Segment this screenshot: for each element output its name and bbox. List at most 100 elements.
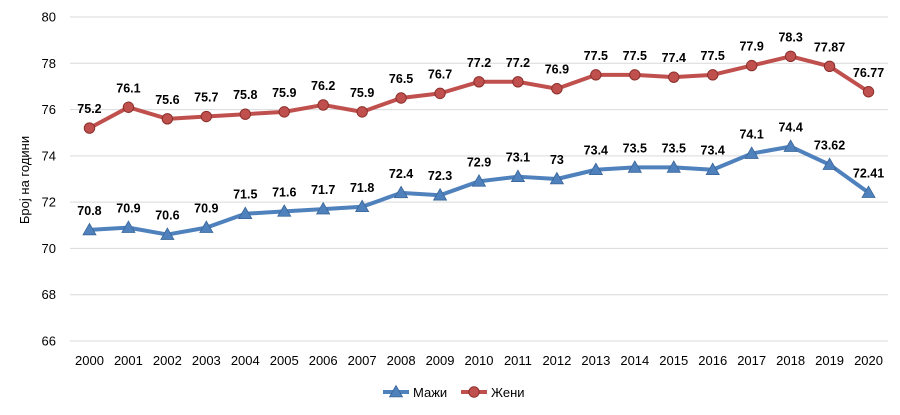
data-label-male: 70.8 bbox=[77, 204, 101, 218]
data-label-male: 72.4 bbox=[389, 167, 413, 181]
point-female bbox=[512, 76, 524, 88]
point-female bbox=[590, 69, 602, 81]
data-label-female: 76.7 bbox=[428, 67, 452, 81]
point-female bbox=[356, 106, 368, 118]
data-label-male: 70.9 bbox=[194, 202, 218, 216]
y-tick-label: 78 bbox=[42, 56, 56, 71]
data-label-female: 75.9 bbox=[272, 86, 296, 100]
data-label-male: 73.4 bbox=[701, 144, 725, 158]
data-label-female: 75.7 bbox=[194, 91, 218, 105]
x-tick-label: 2019 bbox=[815, 353, 844, 368]
point-male bbox=[588, 162, 604, 176]
y-tick-label: 68 bbox=[42, 287, 56, 302]
data-label-male: 74.1 bbox=[739, 128, 763, 142]
point-female bbox=[83, 122, 96, 134]
point-female bbox=[668, 71, 680, 83]
point-male bbox=[744, 146, 759, 159]
x-tick-label: 2002 bbox=[153, 353, 182, 368]
x-tick-label: 2011 bbox=[504, 353, 532, 368]
data-label-male: 73.62 bbox=[814, 139, 845, 153]
point-female bbox=[161, 113, 174, 125]
y-tick-label: 76 bbox=[42, 102, 56, 117]
point-female bbox=[278, 106, 290, 118]
x-tick-label: 2016 bbox=[698, 353, 727, 368]
data-label-male: 70.9 bbox=[116, 202, 140, 216]
x-tick-label: 2001 bbox=[114, 353, 143, 368]
legend-label-male: Мажи bbox=[413, 385, 447, 400]
data-label-female: 77.9 bbox=[739, 40, 763, 54]
x-tick-label: 2012 bbox=[542, 353, 571, 368]
x-tick-label: 2008 bbox=[387, 353, 416, 368]
point-male bbox=[432, 187, 448, 201]
data-label-male: 70.6 bbox=[155, 209, 179, 223]
data-label-female: 77.2 bbox=[506, 56, 530, 70]
data-label-female: 77.5 bbox=[584, 49, 608, 63]
x-tick-label: 2018 bbox=[776, 353, 805, 368]
data-label-female: 75.2 bbox=[77, 102, 101, 116]
x-tick-label: 2014 bbox=[620, 353, 649, 368]
data-label-female: 75.6 bbox=[155, 93, 179, 107]
y-tick-label: 70 bbox=[42, 241, 56, 256]
data-label-female: 77.5 bbox=[701, 49, 725, 63]
point-female bbox=[395, 92, 407, 104]
data-label-male: 74.4 bbox=[778, 121, 802, 135]
point-male bbox=[160, 227, 175, 240]
data-label-male: 73.1 bbox=[506, 151, 530, 165]
data-labels: 70.8 70.9 70.6 70.9 71.5 71.6 71.7 71.8 72.4 72.3… bbox=[77, 30, 884, 222]
y-tick-label: 74 bbox=[42, 148, 56, 163]
point-female bbox=[551, 83, 563, 95]
point-male bbox=[238, 206, 253, 219]
point-female bbox=[784, 50, 797, 63]
x-tick-label: 2003 bbox=[192, 353, 221, 368]
data-label-female: 76.5 bbox=[389, 72, 413, 86]
x-tick-label: 2005 bbox=[270, 353, 299, 368]
data-label-male: 72.41 bbox=[853, 167, 884, 181]
data-label-female: 77.4 bbox=[662, 51, 686, 65]
point-male bbox=[549, 171, 565, 185]
gridlines bbox=[70, 16, 888, 342]
point-male bbox=[510, 169, 526, 182]
data-label-male: 71.6 bbox=[272, 185, 296, 199]
legend-label-female: Жени bbox=[491, 385, 525, 400]
y-tick-label: 80 bbox=[42, 10, 56, 25]
data-label-male: 71.7 bbox=[311, 183, 335, 197]
x-axis-ticks: 2000 2001 2002 2003 2004 2005 2006 2007 2008 2009… bbox=[75, 353, 883, 368]
data-label-male: 71.5 bbox=[233, 188, 257, 202]
x-tick-label: 2010 bbox=[465, 353, 494, 368]
data-label-male: 71.8 bbox=[350, 181, 374, 195]
legend: Мажи Жени bbox=[383, 384, 525, 400]
point-female bbox=[629, 69, 641, 81]
point-male bbox=[705, 162, 720, 176]
point-male bbox=[666, 160, 681, 173]
x-tick-label: 2020 bbox=[854, 353, 883, 368]
point-male bbox=[393, 185, 409, 199]
point-female bbox=[745, 59, 758, 72]
legend-marker-male bbox=[388, 384, 404, 398]
point-male bbox=[121, 220, 136, 233]
point-female bbox=[473, 76, 485, 88]
data-label-female: 76.77 bbox=[853, 66, 884, 80]
data-label-female: 75.9 bbox=[350, 86, 374, 100]
y-tick-label: 72 bbox=[42, 195, 56, 210]
point-female bbox=[434, 87, 446, 100]
point-male bbox=[783, 139, 798, 152]
data-label-female: 75.8 bbox=[233, 88, 257, 102]
y-tick-label: 66 bbox=[42, 334, 56, 349]
point-male bbox=[316, 201, 331, 215]
legend-marker-female bbox=[468, 386, 480, 398]
data-label-male: 73.5 bbox=[662, 141, 686, 155]
point-male bbox=[471, 174, 487, 187]
x-tick-label: 2013 bbox=[581, 353, 610, 368]
x-tick-label: 2017 bbox=[737, 353, 766, 368]
data-label-male: 73 bbox=[550, 153, 564, 167]
x-tick-label: 2015 bbox=[659, 353, 688, 368]
point-female bbox=[707, 69, 719, 81]
data-label-female: 77.87 bbox=[814, 40, 845, 54]
data-label-male: 72.9 bbox=[467, 155, 491, 169]
y-axis-title: Број на години bbox=[17, 136, 32, 224]
data-label-male: 73.4 bbox=[584, 144, 608, 158]
data-label-female: 77.5 bbox=[623, 49, 647, 63]
point-male bbox=[627, 160, 642, 173]
point-male bbox=[861, 185, 876, 198]
